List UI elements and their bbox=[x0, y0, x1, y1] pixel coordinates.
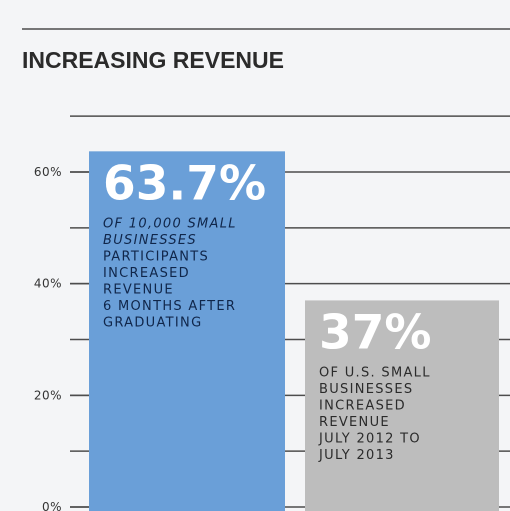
bar-labels: 63.7%OF 10,000 SMALLBUSINESSESPARTICIPAN… bbox=[103, 156, 432, 463]
bar-caption-line: 6 MONTHS AFTER bbox=[103, 299, 236, 314]
y-tick-label: 40% bbox=[34, 277, 62, 291]
bar-caption-line: GRADUATING bbox=[103, 315, 202, 330]
bar bbox=[89, 151, 285, 511]
bar-value-label: 37% bbox=[319, 305, 432, 360]
y-tick-label: 20% bbox=[34, 388, 62, 402]
bar bbox=[305, 300, 499, 511]
y-axis-ticks: 0% 20% 40% 60% bbox=[34, 165, 89, 511]
bar-caption-line: INCREASED bbox=[319, 398, 406, 413]
bar-caption-line: REVENUE bbox=[103, 282, 174, 297]
bar-caption-line: OF U.S. SMALL bbox=[319, 365, 431, 380]
bar-caption-line: OF 10,000 SMALL bbox=[103, 216, 237, 231]
chart-title: INCREASING REVENUE bbox=[22, 47, 284, 73]
y-tick-label: 0% bbox=[42, 500, 62, 511]
bar-caption-line: BUSINESSES bbox=[103, 233, 197, 248]
bars bbox=[89, 151, 499, 511]
bar-value-label: 63.7% bbox=[103, 156, 266, 211]
bar-caption-line: REVENUE bbox=[319, 415, 390, 430]
bar-caption-line: JULY 2013 bbox=[318, 448, 395, 463]
bar-caption-line: INCREASED bbox=[103, 266, 190, 281]
y-tick-label: 60% bbox=[34, 165, 62, 179]
bar-caption-line: BUSINESSES bbox=[319, 382, 413, 397]
bar-caption-line: JULY 2012 TO bbox=[318, 431, 421, 446]
bar-caption-line: PARTICIPANTS bbox=[103, 249, 209, 264]
